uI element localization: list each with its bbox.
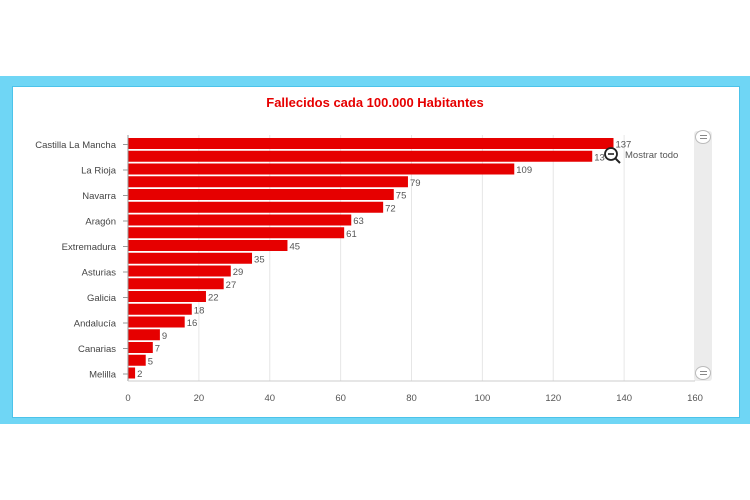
data-label: 13: [594, 152, 605, 163]
x-tick-label: 100: [474, 393, 490, 404]
bar[interactable]: [128, 278, 224, 290]
x-tick-label: 140: [616, 393, 632, 404]
data-label: 35: [254, 254, 265, 265]
data-label: 22: [208, 293, 219, 304]
bar[interactable]: [128, 176, 408, 188]
data-label: 75: [396, 191, 407, 202]
y-tick-label: Canarias: [78, 344, 116, 355]
x-tick-label: 20: [194, 393, 205, 404]
x-tick-label: 80: [406, 393, 417, 404]
data-label: 9: [162, 331, 167, 342]
data-label: 45: [289, 242, 300, 253]
x-tick-label: 120: [545, 393, 561, 404]
data-label: 79: [410, 178, 421, 189]
bar[interactable]: [128, 329, 160, 341]
y-tick-label: Extremadura: [62, 242, 117, 253]
x-tick-label: 40: [264, 393, 275, 404]
grip-icon: [700, 374, 707, 375]
x-tick-label: 60: [335, 393, 346, 404]
y-tick-label: Navarra: [82, 191, 117, 202]
data-label: 137: [615, 140, 631, 151]
data-label: 63: [353, 216, 364, 227]
data-label: 61: [346, 229, 357, 240]
data-label: 16: [187, 318, 198, 329]
bar[interactable]: [128, 189, 394, 200]
bar[interactable]: [128, 265, 231, 277]
y-tick-label: Aragón: [85, 217, 116, 228]
y-tick-label: Galicia: [87, 293, 117, 304]
y-tick-label: Andalucía: [74, 319, 117, 330]
y-tick-label: Castilla La Mancha: [35, 140, 117, 151]
grip-icon: [700, 371, 707, 372]
data-label: 27: [226, 280, 237, 291]
bar[interactable]: [128, 201, 384, 213]
zoom-out-icon: [604, 147, 621, 164]
bar[interactable]: [128, 303, 192, 315]
bar[interactable]: [128, 138, 614, 149]
x-tick-label: 160: [687, 393, 703, 404]
bar[interactable]: [128, 342, 153, 353]
scrollbar-top-handle[interactable]: [695, 130, 711, 144]
data-label: 2: [137, 369, 142, 380]
data-label: 109: [516, 165, 532, 176]
reset-zoom-label: Mostrar todo: [625, 149, 679, 161]
bar[interactable]: [128, 367, 136, 379]
bar[interactable]: [128, 214, 352, 226]
bar[interactable]: [128, 150, 593, 162]
bar[interactable]: [128, 240, 288, 251]
data-label: 29: [233, 267, 244, 278]
data-label: 18: [194, 305, 205, 316]
bar[interactable]: [128, 291, 206, 302]
reset-zoom-button[interactable]: Mostrar todo: [603, 146, 678, 164]
y-tick-label: Asturias: [82, 268, 117, 279]
vertical-scrollbar[interactable]: [694, 130, 712, 381]
grip-icon: [700, 138, 707, 139]
bar[interactable]: [128, 163, 515, 175]
data-label: 7: [155, 344, 160, 355]
x-tick-label: 0: [125, 393, 130, 404]
y-tick-label: Melilla: [89, 370, 117, 381]
scrollbar-bottom-handle[interactable]: [695, 366, 711, 380]
bar[interactable]: [128, 227, 345, 239]
y-tick-label: La Rioja: [81, 166, 117, 177]
chart-title: Fallecidos cada 100.000 Habitantes: [266, 95, 484, 110]
bar[interactable]: [128, 354, 146, 366]
bar[interactable]: [128, 252, 253, 264]
grip-icon: [700, 135, 707, 136]
data-label: 72: [385, 203, 396, 214]
bar[interactable]: [128, 316, 185, 328]
data-label: 5: [148, 356, 153, 367]
